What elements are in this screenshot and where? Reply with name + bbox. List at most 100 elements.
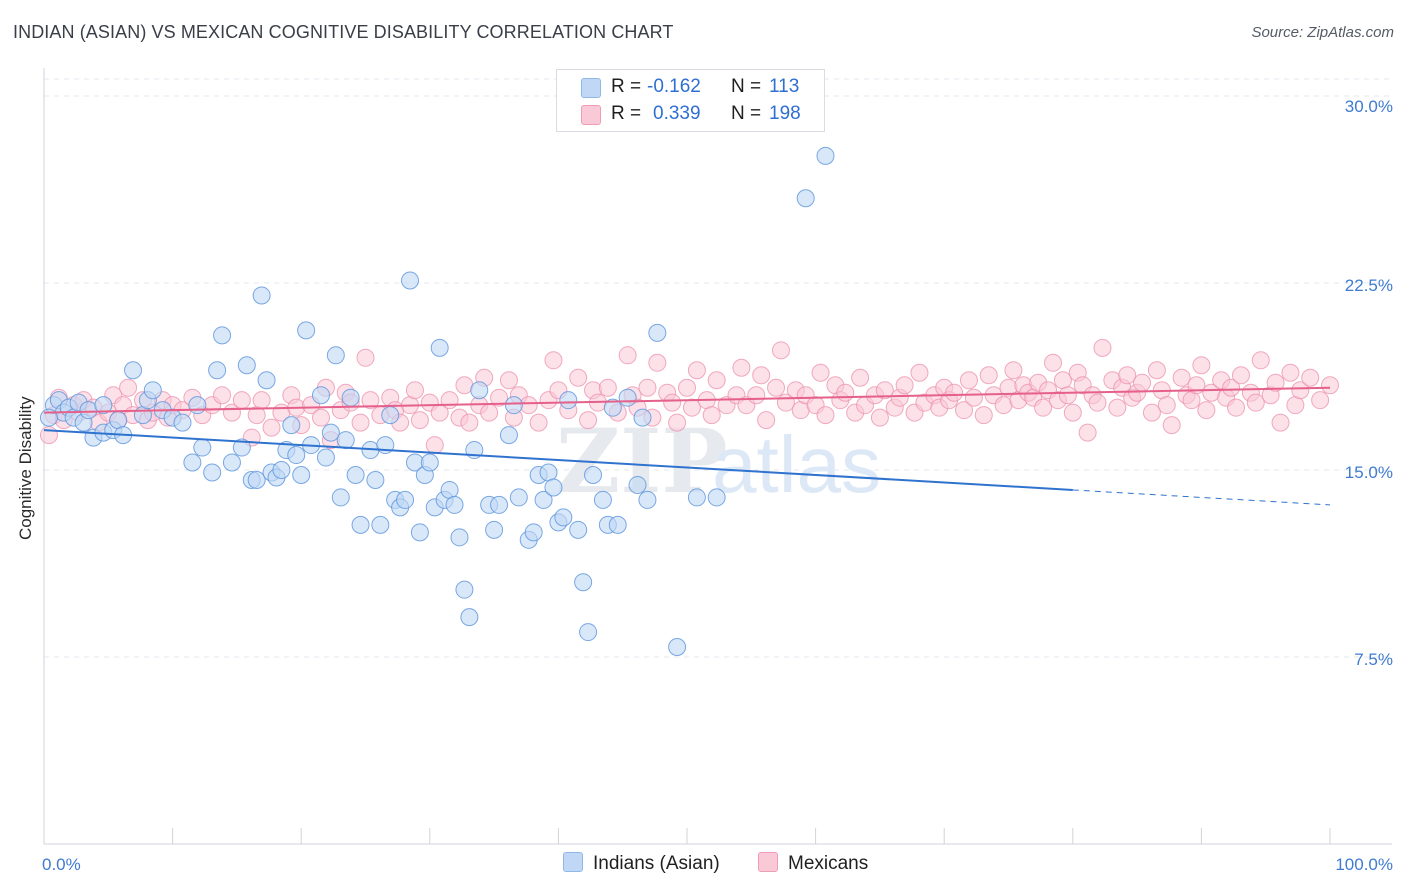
mexicans-point — [974, 406, 993, 425]
mexicans-point — [1157, 396, 1176, 415]
mexicans-point — [870, 408, 889, 427]
indians-point — [396, 490, 415, 509]
mexicans-point — [1034, 398, 1053, 417]
mexicans-point — [682, 398, 701, 417]
indians-point — [524, 523, 543, 542]
watermark-atlas: atlas — [712, 420, 881, 509]
legend-label-mexicans: Mexicans — [788, 853, 869, 874]
mexicans-point — [1311, 391, 1330, 410]
mexicans-point — [1147, 361, 1166, 380]
indians-point — [183, 453, 202, 472]
indians-point — [371, 515, 390, 534]
mexicans-point — [1142, 403, 1161, 422]
indians-point — [213, 326, 232, 345]
mexicans-point — [910, 363, 929, 382]
indians-point — [94, 396, 113, 415]
mexicans-point — [1246, 393, 1265, 412]
mexicans-point — [964, 388, 983, 407]
indians-point — [638, 490, 657, 509]
x-tick-label: 0.0% — [42, 855, 81, 874]
indians-point — [633, 408, 652, 427]
mexicans-point — [1078, 423, 1097, 442]
indians-point — [816, 146, 835, 165]
mexicans-point — [979, 366, 998, 385]
indians-point — [297, 321, 316, 340]
mexicans-point — [351, 413, 370, 432]
indians-point — [445, 495, 464, 514]
mexicans-point — [1063, 403, 1082, 422]
indians-point — [252, 286, 271, 305]
mexicans-point — [959, 371, 978, 390]
axes — [43, 68, 1392, 845]
legend-item-mexicans[interactable]: Mexicans — [758, 852, 868, 875]
mexicans-point — [678, 378, 696, 397]
trend-lines — [43, 386, 1331, 506]
mexicans-point — [1197, 401, 1216, 420]
mexicans-point — [39, 426, 58, 445]
mexicans-point — [875, 381, 894, 400]
mexicans-point — [579, 411, 598, 430]
indians-point — [222, 453, 241, 472]
indians-point — [559, 391, 578, 410]
mexicans-point — [213, 386, 232, 405]
mexicans-point — [1133, 373, 1152, 392]
mexicans-point — [598, 378, 617, 397]
tick-labels: 7.5% 15.0% 22.5% 30.0% 0.0% 100.0% — [42, 97, 1393, 874]
mexicans-point — [1321, 376, 1339, 395]
indians-point — [292, 465, 311, 484]
mexicans-point — [356, 348, 375, 367]
mexicans-point — [752, 366, 771, 385]
legend-r-value: -0.162 — [647, 76, 701, 97]
mexicans-point — [1271, 413, 1290, 432]
mexicans-point — [811, 363, 830, 382]
chart-title: INDIAN (ASIAN) VS MEXICAN COGNITIVE DISA… — [13, 22, 674, 42]
indians-point — [460, 608, 479, 627]
indians-point — [316, 448, 335, 467]
mexicans-point — [1286, 396, 1305, 415]
indians-point — [687, 488, 706, 507]
mexicans-point — [425, 436, 444, 455]
mexicans-point — [460, 413, 479, 432]
mexicans-point — [480, 403, 499, 422]
mexicans-point — [1266, 373, 1285, 392]
y-tick-label: 7.5% — [1354, 650, 1393, 669]
mexicans-point — [1044, 353, 1063, 372]
legend-n-value: 113 — [769, 76, 800, 97]
legend-swatch-indians — [563, 852, 583, 872]
indians-point — [579, 623, 598, 642]
mexicans-point — [232, 391, 251, 410]
legend-label-indians: Indians (Asian) — [593, 853, 720, 874]
mexicans-point — [1222, 378, 1241, 397]
mexicans-point — [1281, 363, 1300, 382]
indians-point — [341, 388, 360, 407]
indians-point — [401, 271, 420, 290]
indians-point — [193, 438, 212, 457]
mexicans-point — [1058, 386, 1077, 405]
indians-point — [410, 523, 429, 542]
indians-point — [668, 638, 687, 657]
indians-point — [188, 396, 207, 415]
mexicans-point — [1172, 368, 1191, 387]
indians-point — [124, 361, 143, 380]
mexicans-point — [490, 388, 509, 407]
mexicans-point — [1118, 366, 1137, 385]
mexicans-point — [687, 361, 706, 380]
legend-item-indians[interactable]: Indians (Asian) — [563, 852, 720, 875]
mexicans-point — [1192, 356, 1211, 375]
indians-point — [470, 381, 489, 400]
indians-point — [272, 461, 291, 479]
mexicans-point — [732, 358, 751, 377]
indians-point — [455, 580, 474, 599]
legend-r-label: R = — [611, 103, 642, 124]
indians-trend-extension — [1072, 489, 1331, 506]
mexicans-trend-line — [43, 386, 1331, 414]
indians-point — [440, 480, 459, 499]
indians-trend-line — [43, 429, 1073, 491]
indians-point — [133, 406, 152, 425]
mexicans-point — [499, 371, 518, 390]
indians-point — [237, 356, 256, 375]
legend-swatch-indians — [581, 78, 601, 98]
indians-point — [287, 446, 306, 465]
indians-point — [203, 463, 222, 482]
